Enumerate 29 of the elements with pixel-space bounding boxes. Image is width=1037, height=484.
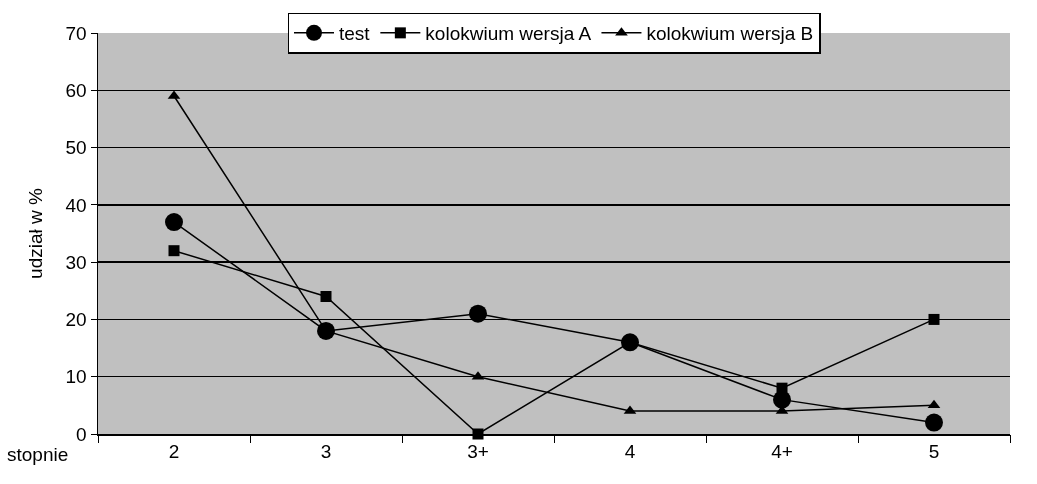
point [317, 321, 335, 340]
y-tick-label: 70 [65, 22, 87, 44]
legend-label: test [339, 23, 371, 45]
y-axis-title: udział w % [24, 187, 46, 279]
point [320, 291, 332, 303]
y-tick-label: 40 [65, 194, 87, 216]
x-tick-label: 2 [168, 441, 180, 463]
y-tick-label: 60 [65, 79, 87, 101]
x-tick-label: 3+ [467, 441, 489, 463]
point [927, 399, 941, 409]
point [165, 213, 183, 232]
x-tick-label: 5 [928, 441, 940, 463]
point [469, 304, 487, 323]
x-axis-title: stopnie [7, 444, 69, 465]
x-tick-label: 4 [624, 441, 636, 463]
y-tick-label: 10 [65, 366, 87, 388]
x-tick-label: 4+ [771, 441, 793, 463]
y-tick-label: 50 [65, 137, 87, 159]
y-tick-label: 30 [65, 251, 87, 273]
point [168, 245, 180, 257]
point [928, 313, 940, 325]
x-tick-label: 3 [320, 441, 332, 463]
legend-label: kolokwium wersja B [646, 23, 814, 45]
legend-label: kolokwium wersja A [425, 23, 592, 45]
y-tick-label: 0 [76, 423, 87, 445]
point [925, 413, 943, 432]
point [773, 390, 791, 409]
y-tick-label: 20 [65, 309, 87, 331]
point [621, 333, 639, 352]
